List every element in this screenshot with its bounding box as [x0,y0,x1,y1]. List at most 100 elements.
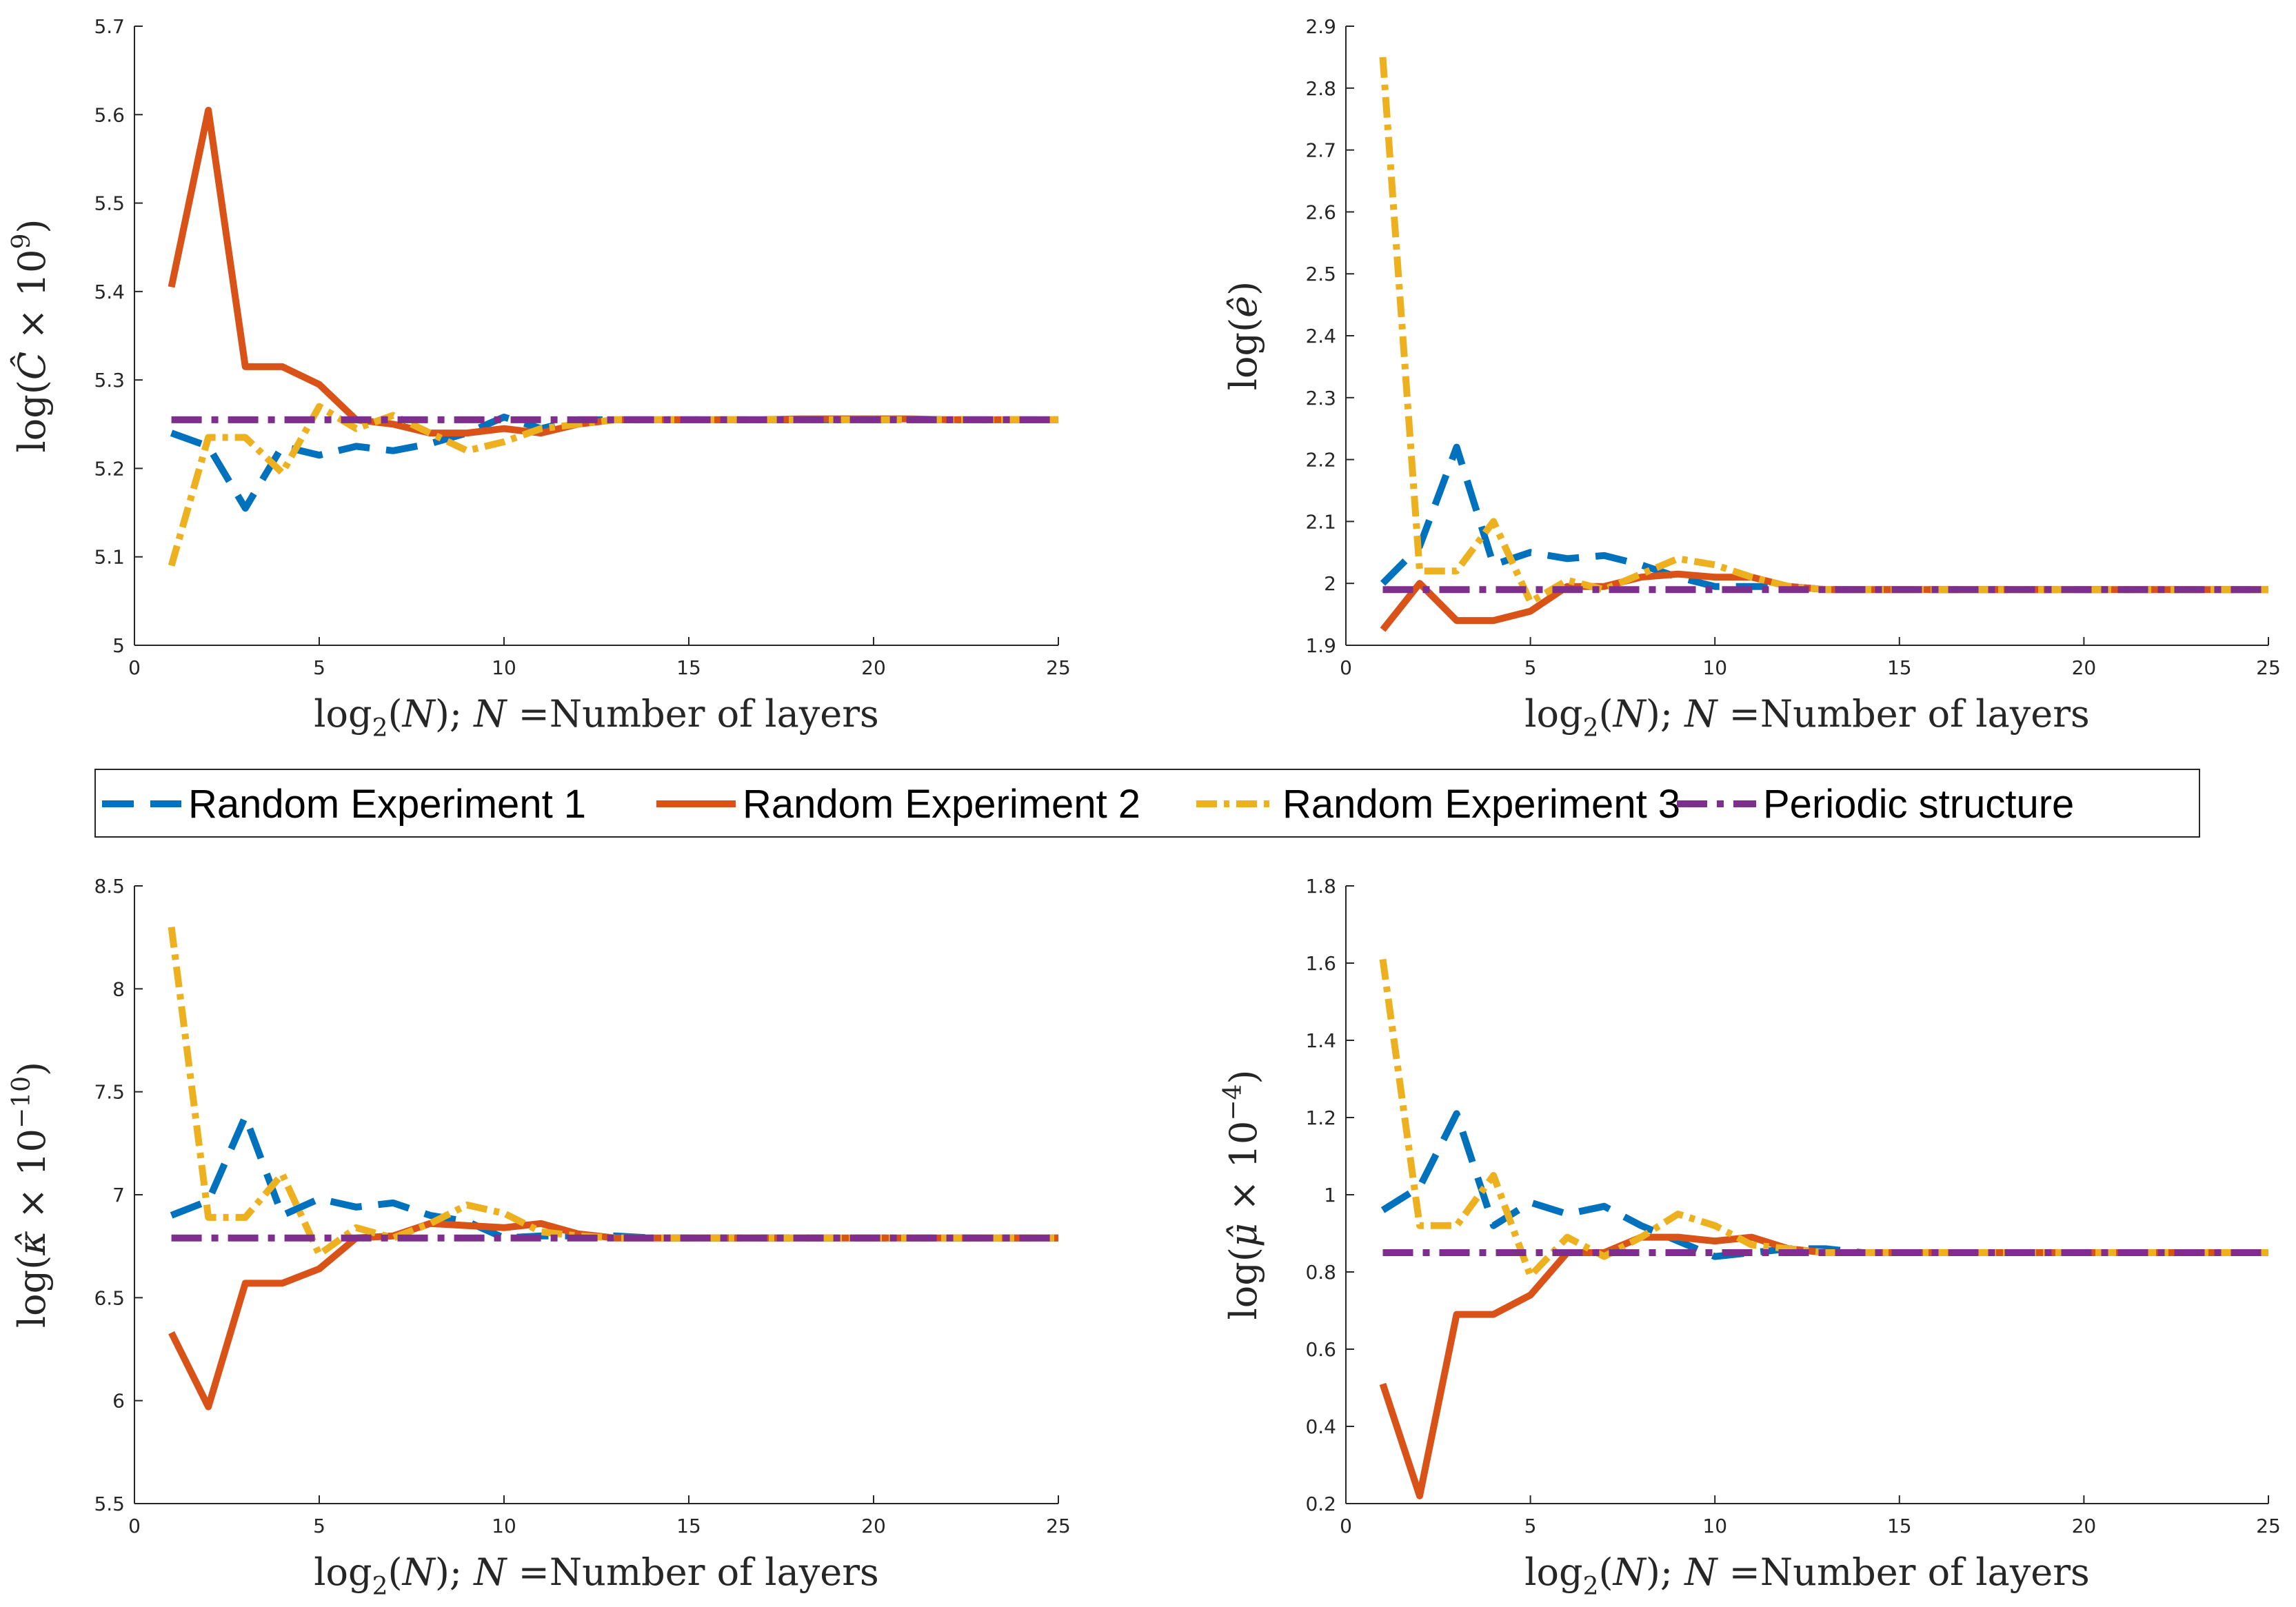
x-label-close: ); [435,1550,474,1594]
x-tick-label: 25 [1046,1515,1071,1537]
y-tick-label: 5.2 [94,457,125,480]
y-label-symbol: Ĉ [10,352,54,380]
y-tick-label: 2.9 [1305,15,1336,38]
y-tick-label: 1.2 [1305,1106,1336,1129]
y-tick-label: 0.2 [1305,1493,1336,1515]
y-label-symbol: ê [1222,296,1265,318]
x-label-sub: 2 [372,714,388,742]
legend-item-3: Random Experiment 3 [1196,782,1680,827]
y-tick-label: 2.4 [1305,325,1336,347]
x-tick-label: 5 [313,656,325,679]
y-label-post: ) [10,1062,54,1076]
y-tick-label: 7.5 [94,1081,125,1104]
x-label-open: ( [387,692,402,736]
x-label-nvar: N [1683,692,1718,736]
y-tick-label: 8 [112,978,125,1000]
y-tick-label: 1.6 [1305,952,1336,975]
x-label-n: N [1612,692,1647,736]
y-tick-label: 5.1 [94,546,125,569]
x-axis-label: log2(N); N =Number of layers [1524,1550,2090,1601]
chart-panel-4: 0 5 10 15 20 25 0.2 0.4 0.6 0.8 1 1.2 1.4 1.6 1.8 log2(… [1219,875,2281,1601]
y-label-pre: log( [1222,1247,1265,1320]
x-label-log: log [314,1550,372,1594]
y-tick-label: 1.8 [1305,875,1336,898]
y-tick-label: 0.6 [1305,1338,1336,1361]
y-tick-label: 0.4 [1305,1415,1336,1438]
y-tick-label: 7 [112,1184,125,1206]
y-label-sup: −4 [1219,1084,1247,1121]
x-tick-label: 5 [1524,656,1537,679]
x-tick-label: 20 [2072,656,2097,679]
x-label-close: ); [1646,692,1684,736]
x-label-nvar: N [472,1550,507,1594]
x-label-sub: 2 [1583,714,1599,742]
x-tick-label: 15 [676,656,701,679]
series-line-random-experiment-2 [1380,570,2268,632]
x-tick-label: 0 [128,1515,141,1537]
y-tick-label: 6.5 [94,1286,125,1309]
x-label-open: ( [387,1550,402,1594]
x-label-open: ( [1598,692,1613,736]
series-line-random-experiment-1 [1380,443,2268,594]
series-line-random-experiment-3 [168,403,1058,567]
x-label-post: =Number of layers [1718,692,2090,736]
x-tick-label: 0 [1340,1515,1352,1537]
y-label-post: ) [10,219,54,233]
x-tick-label: 5 [313,1515,325,1537]
x-tick-label: 15 [1887,1515,1912,1537]
y-label-symbol: κ̂ [10,1231,54,1255]
y-axis-label: log(κ̂ × 10−10) [8,1062,54,1328]
y-tick-label: 2.7 [1305,139,1336,162]
legend-label: Random Experiment 1 [188,782,586,827]
x-label-close: ); [1646,1550,1684,1594]
series-line-random-experiment-2 [1379,1233,2268,1499]
y-label-pre: log( [10,380,54,452]
chart-panel-1: 0 5 10 15 20 2555.15.25.35.45.55.65.7log2(N);… [8,15,1071,742]
y-label-sup: −10 [8,1076,36,1129]
x-label-post: =Number of layers [507,1550,879,1594]
y-label-pre: log( [1222,318,1265,390]
y-tick-label: 1 [1324,1184,1336,1206]
y-tick-label: 1.4 [1305,1029,1336,1052]
panels-group: 0 5 10 15 20 2555.15.25.35.45.55.65.7log2(N);… [8,15,2281,1601]
y-label-times: × 10 [10,249,54,351]
x-label-n: N [401,692,436,736]
x-tick-label: 0 [128,656,141,679]
y-tick-label: 5 [112,634,125,657]
y-axis-label: log(μ̂ × 10−4) [1219,1070,1265,1320]
x-label-post: =Number of layers [507,692,879,736]
x-label-sub: 2 [1583,1573,1599,1601]
y-tick-label: 2.1 [1305,510,1336,533]
x-tick-label: 10 [1702,656,1727,679]
y-tick-label: 0.8 [1305,1261,1336,1284]
x-tick-label: 25 [2256,1515,2281,1537]
y-tick-label: 2.2 [1305,449,1336,472]
x-tick-label: 15 [1887,656,1912,679]
x-tick-label: 20 [861,656,886,679]
x-tick-label: 10 [492,1515,516,1537]
series-line-random-experiment-3 [1379,57,2268,606]
legend-box [94,769,2200,838]
y-tick-label: 5.3 [94,369,125,392]
x-label-nvar: N [1683,1550,1718,1594]
x-label-sub: 2 [372,1573,388,1601]
y-tick-label: 8.5 [94,875,125,898]
y-label-post: ) [1222,1070,1265,1084]
x-axis-label: log2(N); N =Number of layers [314,692,879,742]
y-label-sup: 9 [8,234,36,250]
x-tick-label: 25 [1046,656,1071,679]
x-label-post: =Number of layers [1718,1550,2090,1594]
x-label-open: ( [1598,1550,1613,1594]
series-line-random-experiment-2 [168,1220,1058,1411]
y-tick-label: 2.5 [1305,263,1336,285]
x-label-log: log [314,692,372,736]
x-tick-label: 10 [1702,1515,1727,1537]
x-label-n: N [401,1550,436,1594]
series-line-random-experiment-3 [1379,958,2268,1280]
y-tick-label: 2.8 [1305,77,1336,100]
y-label-symbol: μ̂ [1222,1223,1265,1247]
y-label-times: × 10 [10,1129,54,1231]
legend-item-4: Periodic structure [1677,782,2074,827]
x-axis-label: log2(N); N =Number of layers [314,1550,879,1601]
